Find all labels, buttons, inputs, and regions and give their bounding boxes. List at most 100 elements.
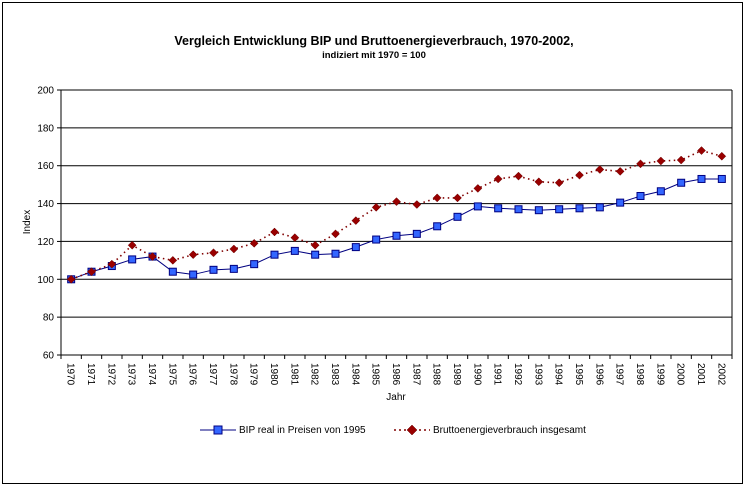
- data-point-diamond: [107, 259, 117, 269]
- series-bip: [67, 174, 726, 284]
- data-point-square: [473, 202, 482, 211]
- data-point-diamond: [697, 146, 706, 155]
- data-point-square: [128, 255, 137, 264]
- data-point-diamond: [636, 159, 645, 169]
- data-point-square: [717, 174, 726, 183]
- x-tick-label: 1981: [288, 363, 299, 386]
- x-tick-label: 1994: [553, 363, 564, 386]
- data-point-square: [534, 206, 543, 215]
- data-point-square: [514, 205, 523, 214]
- y-tick-label: 140: [37, 199, 54, 210]
- x-axis-ticks: 1970 1971 1972 1973 1974 1975 1976 1977 1978 1979…: [60, 355, 733, 386]
- legend-swatch-diamond: [394, 424, 430, 436]
- data-point-square: [290, 246, 299, 255]
- y-tick-label: 160: [37, 161, 54, 172]
- y-tick-label: 60: [43, 351, 55, 362]
- data-point-square: [351, 243, 360, 252]
- data-point-diamond: [473, 184, 483, 193]
- x-tick-label: 1974: [146, 363, 157, 386]
- data-point-diamond: [554, 178, 564, 188]
- y-tick-label: 120: [37, 237, 54, 248]
- data-point-diamond: [493, 174, 503, 184]
- data-point-diamond: [412, 200, 422, 209]
- data-point-square: [453, 212, 462, 221]
- x-tick-label: 1973: [126, 363, 137, 386]
- x-tick-label: 1996: [593, 363, 604, 386]
- data-point-diamond: [676, 155, 686, 165]
- legend: BIP real in Preisen von 1995 Bruttoenerg…: [0, 424, 748, 444]
- data-point-square: [229, 264, 238, 273]
- data-point-diamond: [392, 197, 401, 207]
- legend-label-bip: BIP real in Preisen von 1995: [239, 424, 366, 436]
- x-tick-label: 1975: [166, 363, 177, 386]
- x-tick-label: 1978: [227, 363, 238, 386]
- data-point-diamond: [127, 240, 137, 250]
- data-point-diamond: [717, 151, 727, 161]
- data-point-square: [656, 187, 665, 196]
- data-point-diamond: [209, 248, 218, 258]
- x-tick-label: 1986: [390, 363, 401, 386]
- series-layer: [66, 146, 727, 284]
- series-line: [70, 149, 723, 281]
- data-point-square: [433, 222, 442, 231]
- data-point-diamond: [66, 274, 76, 284]
- x-tick-label: 1988: [431, 363, 442, 386]
- y-tick-label: 200: [37, 86, 54, 97]
- data-point-square: [209, 265, 218, 274]
- data-point-square: [331, 249, 340, 258]
- x-tick-label: 1997: [614, 363, 625, 386]
- data-point-diamond: [595, 165, 605, 174]
- x-tick-label: 1998: [634, 363, 645, 386]
- x-tick-label: 1977: [207, 363, 218, 386]
- data-point-diamond: [432, 193, 442, 203]
- x-tick-label: 2000: [675, 363, 686, 386]
- data-point-square: [270, 250, 279, 259]
- data-point-square: [250, 260, 259, 269]
- chart-title: Vergleich Entwicklung BIP und Bruttoener…: [174, 34, 574, 48]
- data-point-square: [168, 267, 177, 276]
- x-tick-label: 1989: [451, 363, 462, 386]
- data-point-square: [677, 178, 686, 187]
- x-tick-label: 1990: [471, 363, 482, 386]
- x-tick-label: 1995: [573, 363, 584, 386]
- x-tick-label: 1983: [329, 363, 340, 386]
- x-tick-label: 1985: [370, 363, 381, 386]
- y-axis-title: Index: [22, 210, 33, 234]
- data-point-diamond: [310, 240, 320, 250]
- x-tick-label: 2001: [695, 363, 706, 386]
- x-tick-label: 1979: [248, 363, 259, 386]
- data-point-diamond: [290, 233, 300, 242]
- x-tick-label: 1971: [85, 363, 96, 386]
- x-tick-label: 1976: [187, 363, 198, 386]
- data-point-square: [697, 174, 706, 183]
- data-point-diamond: [534, 177, 544, 187]
- x-tick-label: 1992: [512, 363, 523, 386]
- legend-label-energie: Bruttoenergieverbrauch insgesamt: [433, 424, 586, 436]
- chart-subtitle: indiziert mit 1970 = 100: [322, 50, 426, 61]
- data-point-diamond: [575, 170, 584, 180]
- x-tick-label: 1972: [105, 363, 116, 386]
- x-tick-label: 1993: [532, 363, 543, 386]
- data-point-square: [372, 235, 381, 244]
- legend-item-energie: Bruttoenergieverbrauch insgesamt: [394, 424, 586, 436]
- data-point-diamond: [229, 244, 239, 254]
- data-point-diamond: [270, 227, 279, 237]
- x-tick-label: 2002: [715, 363, 726, 386]
- y-tick-label: 80: [43, 313, 55, 324]
- data-point-diamond: [188, 250, 198, 260]
- y-axis-ticks: 60 80 100 120 140 160 180 200: [37, 86, 61, 362]
- data-point-square: [636, 192, 645, 200]
- y-tick-label: 100: [37, 275, 54, 286]
- data-point-diamond: [656, 156, 666, 166]
- data-point-square: [616, 198, 625, 207]
- data-point-diamond: [249, 238, 259, 248]
- data-point-diamond: [87, 267, 96, 277]
- data-point-diamond: [514, 171, 523, 181]
- data-point-diamond: [453, 193, 462, 203]
- legend-item-bip: BIP real in Preisen von 1995: [200, 424, 366, 436]
- data-point-square: [595, 203, 604, 212]
- data-point-square: [555, 205, 564, 214]
- data-point-square: [412, 229, 421, 238]
- x-tick-label: 1987: [410, 363, 421, 386]
